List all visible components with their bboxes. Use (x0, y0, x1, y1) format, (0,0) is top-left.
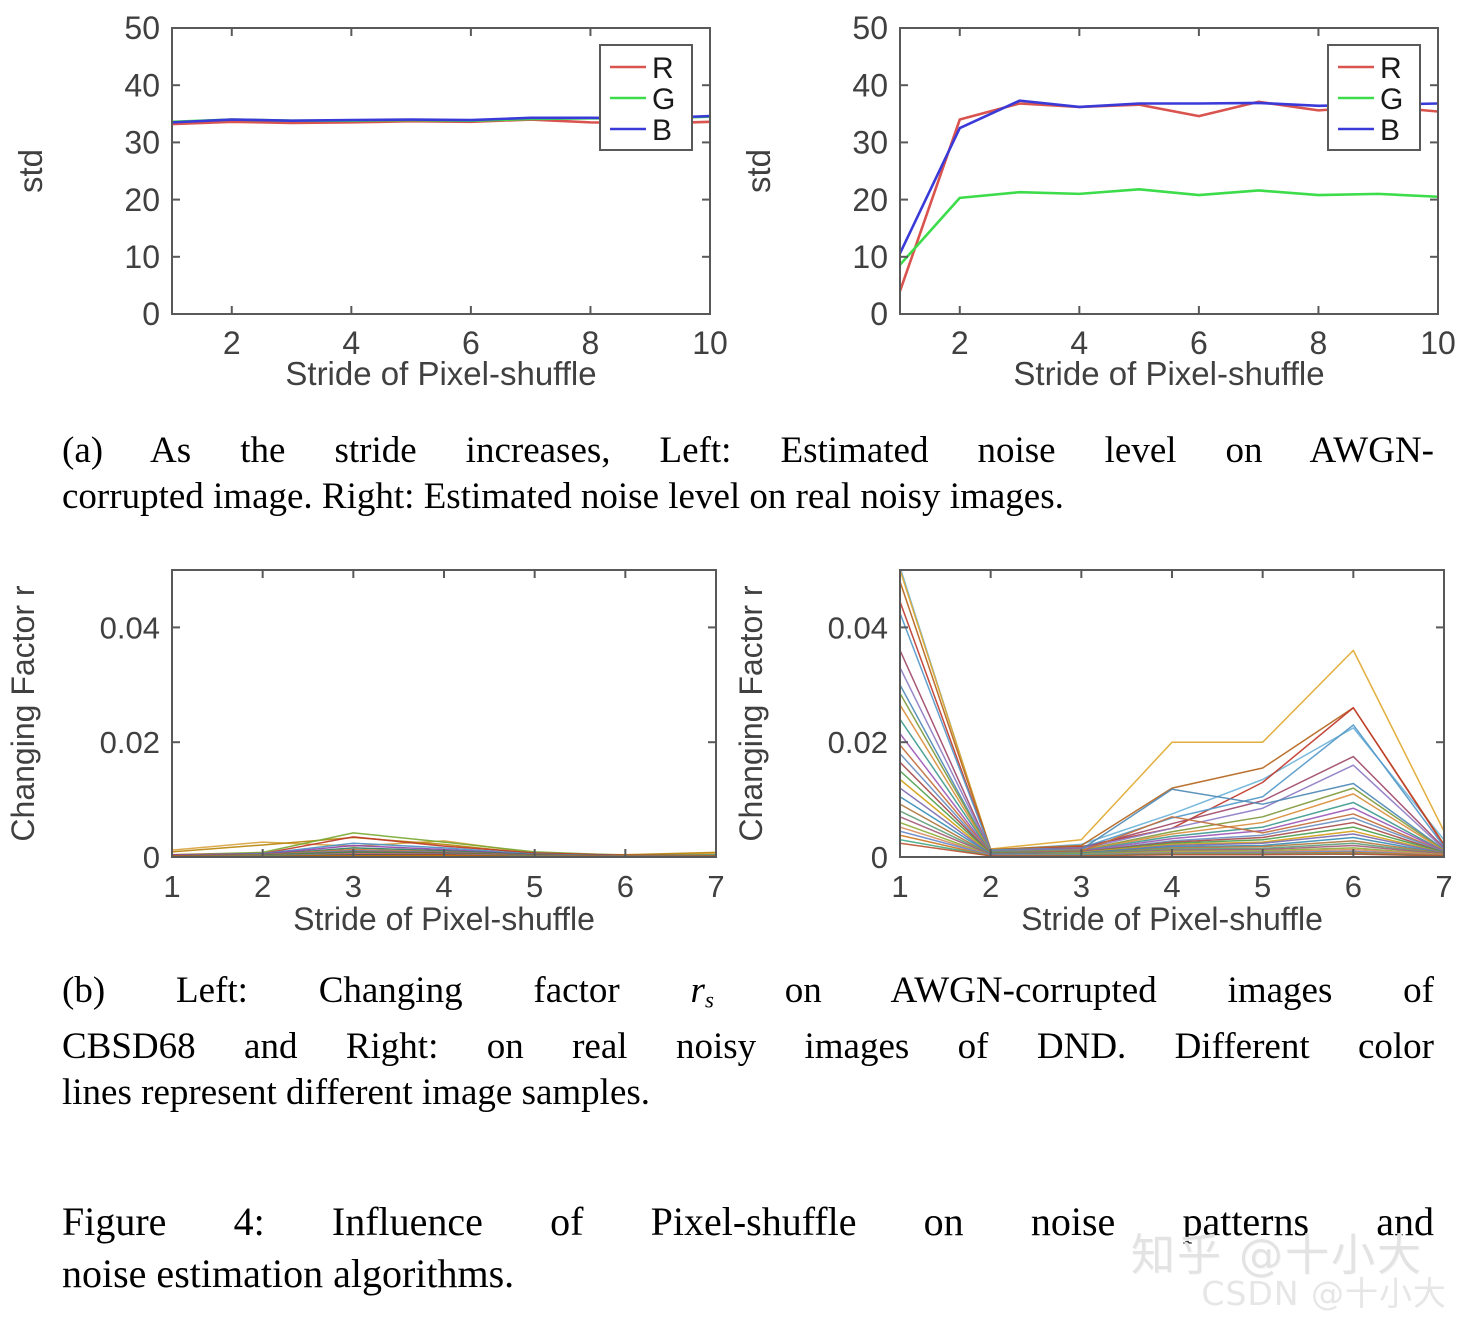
chart-cell-a-right: 2 4 6 8 10 0 10 20 30 40 50 Stride of Pixel-shuffle… (728, 0, 1456, 405)
svg-text:8: 8 (582, 325, 600, 361)
svg-text:1: 1 (163, 869, 180, 904)
caption-b-line-1-post: on AWGN-corrupted images of (713, 970, 1434, 1011)
svg-text:5: 5 (526, 869, 543, 904)
chart-cell-a-left: 2 4 6 8 10 0 10 20 30 40 50 Stride of Pixel-shuffle… (0, 0, 728, 405)
svg-text:Stride of Pixel-shuffle: Stride of Pixel-shuffle (1013, 355, 1324, 392)
figure-caption: Figure 4: Influence of Pixel-shuffle on … (62, 1196, 1434, 1300)
svg-text:R: R (652, 52, 674, 85)
chart-cell-b-left: 1 2 3 4 5 6 7 0 0.02 0.04 Stride of Pixel-shuffle C… (0, 552, 728, 952)
chart-row-a: 2 4 6 8 10 0 10 20 30 40 50 Stride of Pixel-shuffle… (0, 0, 1457, 405)
svg-text:50: 50 (124, 10, 160, 46)
svg-text:7: 7 (1435, 869, 1452, 904)
svg-text:10: 10 (692, 325, 728, 361)
svg-text:0.04: 0.04 (828, 610, 888, 645)
caption-b-symbol-r: r (690, 970, 705, 1011)
svg-text:40: 40 (124, 67, 160, 103)
svg-text:3: 3 (1073, 869, 1090, 904)
svg-text:0: 0 (143, 840, 160, 875)
svg-text:B: B (652, 114, 672, 147)
svg-text:2: 2 (951, 325, 969, 361)
caption-b-line-2: CBSD68 and Right: on real noisy images o… (62, 1025, 1434, 1067)
svg-text:G: G (1380, 83, 1403, 116)
svg-text:2: 2 (223, 325, 241, 361)
caption-b-symbol-s: s (704, 987, 714, 1013)
svg-text:30: 30 (124, 125, 160, 161)
chart-a-right: 2 4 6 8 10 0 10 20 30 40 50 Stride of Pixel-shuffle… (740, 10, 1456, 392)
svg-text:1: 1 (891, 869, 908, 904)
svg-text:0: 0 (870, 296, 888, 332)
caption-a-line-1: (a) As the stride increases, Left: Estim… (62, 430, 1434, 471)
caption-b-line-1-pre: (b) Left: Changing factor (62, 970, 691, 1011)
svg-text:20: 20 (124, 182, 160, 218)
figure-caption-line-2: noise estimation algorithms. (62, 1251, 515, 1296)
svg-text:2: 2 (982, 869, 999, 904)
svg-text:4: 4 (1163, 869, 1180, 904)
svg-text:4: 4 (342, 325, 360, 361)
svg-text:10: 10 (124, 239, 160, 275)
svg-text:Stride of Pixel-shuffle: Stride of Pixel-shuffle (285, 355, 596, 392)
svg-text:0.02: 0.02 (828, 725, 888, 760)
caption-a: (a) As the stride increases, Left: Estim… (62, 428, 1434, 520)
svg-text:2: 2 (254, 869, 271, 904)
chart-b-right: 1 2 3 4 5 6 7 0 0.02 0.04 Stride of Pixel-shuffle C… (733, 569, 1453, 937)
svg-text:7: 7 (707, 869, 724, 904)
svg-text:10: 10 (852, 239, 888, 275)
svg-text:8: 8 (1310, 325, 1328, 361)
svg-text:Stride of Pixel-shuffle: Stride of Pixel-shuffle (293, 901, 595, 937)
chart-a-left: 2 4 6 8 10 0 10 20 30 40 50 Stride of Pixel-shuffle… (12, 10, 728, 392)
svg-text:0.04: 0.04 (100, 610, 160, 645)
figure-caption-line-1: Figure 4: Influence of Pixel-shuffle on … (62, 1199, 1434, 1244)
caption-b-line-3: lines represent different image samples. (62, 1071, 651, 1113)
svg-text:6: 6 (617, 869, 634, 904)
svg-text:6: 6 (1345, 869, 1362, 904)
svg-text:5: 5 (1254, 869, 1271, 904)
svg-text:40: 40 (852, 67, 888, 103)
svg-text:4: 4 (435, 869, 452, 904)
chart-b-left: 1 2 3 4 5 6 7 0 0.02 0.04 Stride of Pixel-shuffle C… (5, 569, 725, 937)
svg-text:Changing Factor r: Changing Factor r (733, 585, 769, 841)
svg-text:Changing Factor r: Changing Factor r (5, 585, 41, 841)
svg-text:20: 20 (852, 182, 888, 218)
svg-text:4: 4 (1070, 325, 1088, 361)
svg-text:0: 0 (142, 296, 160, 332)
svg-text:0: 0 (871, 840, 888, 875)
svg-text:Stride of Pixel-shuffle: Stride of Pixel-shuffle (1021, 901, 1323, 937)
chart-cell-b-right: 1 2 3 4 5 6 7 0 0.02 0.04 Stride of Pixel-shuffle C… (728, 552, 1456, 952)
svg-text:50: 50 (852, 10, 888, 46)
svg-text:0.02: 0.02 (100, 725, 160, 760)
caption-b-line-1: (b) Left: Changing factor rs on AWGN-cor… (62, 968, 1434, 1024)
svg-text:B: B (1380, 114, 1400, 147)
svg-text:std: std (12, 149, 49, 193)
caption-b: (b) Left: Changing factor rs on AWGN-cor… (62, 968, 1434, 1116)
chart-row-b: 1 2 3 4 5 6 7 0 0.02 0.04 Stride of Pixel-shuffle C… (0, 552, 1457, 952)
svg-text:R: R (1380, 52, 1402, 85)
svg-text:G: G (652, 83, 675, 116)
svg-text:30: 30 (852, 125, 888, 161)
svg-text:3: 3 (345, 869, 362, 904)
svg-text:6: 6 (462, 325, 480, 361)
svg-text:std: std (740, 149, 777, 193)
svg-text:6: 6 (1190, 325, 1208, 361)
svg-text:10: 10 (1420, 325, 1456, 361)
caption-a-line-2: corrupted image. Right: Estimated noise … (62, 476, 1064, 517)
